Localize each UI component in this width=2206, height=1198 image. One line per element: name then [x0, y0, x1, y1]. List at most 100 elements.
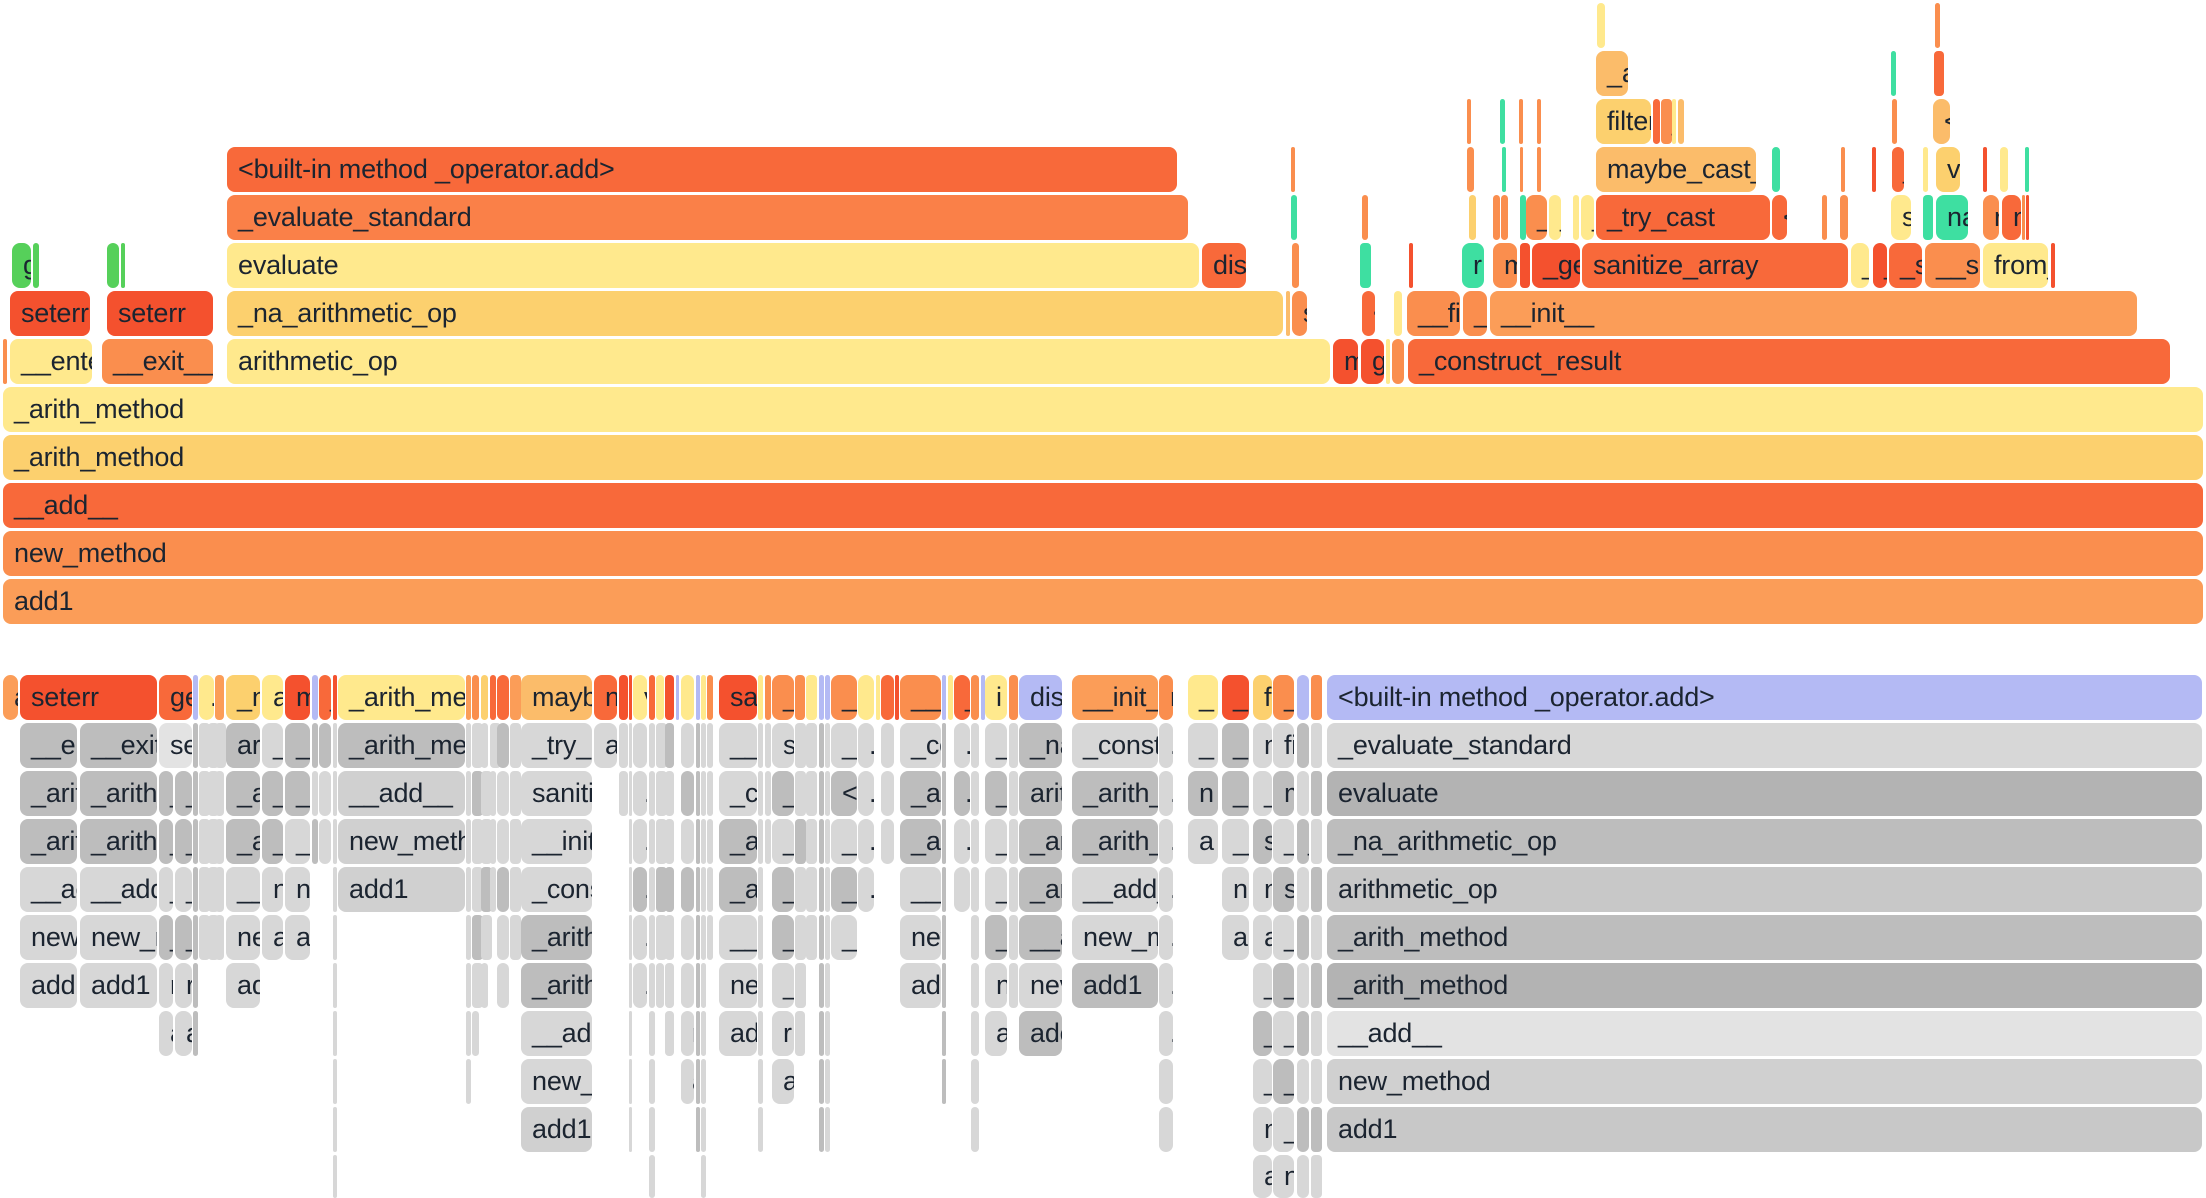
leaf-frame[interactable]	[701, 675, 706, 720]
caller-frame[interactable]	[696, 915, 700, 960]
caller-frame[interactable]	[629, 771, 632, 816]
caller-frame-.[interactable]: .	[656, 771, 667, 816]
caller-frame-_arith_[interactable]: _arith_	[1072, 771, 1158, 816]
caller-frame[interactable]	[825, 963, 830, 1008]
caller-frame-add1[interactable]: add1	[521, 1107, 592, 1152]
flame-frame[interactable]	[3, 339, 7, 384]
caller-frame-.[interactable]: .	[497, 819, 509, 864]
caller-frame[interactable]	[1311, 1011, 1322, 1056]
caller-frame-_cons[interactable]: _cons	[521, 867, 592, 912]
caller-frame[interactable]	[466, 915, 471, 960]
caller-frame-_[interactable]: _	[831, 723, 857, 768]
flame-frame-<[interactable]: <	[1933, 99, 1950, 144]
caller-frame[interactable]	[333, 819, 337, 864]
caller-frame-__a[interactable]: __a	[1019, 915, 1062, 960]
caller-frame[interactable]	[1009, 963, 1018, 1008]
caller-frame[interactable]	[806, 915, 817, 960]
flame-frame[interactable]	[1573, 195, 1579, 240]
flame-frame-sanitize_array[interactable]: sanitize_array	[1582, 243, 1848, 288]
caller-frame[interactable]	[649, 1107, 655, 1152]
caller-frame-evaluate[interactable]: evaluate	[1327, 771, 2202, 816]
caller-frame-.[interactable]: .	[1297, 771, 1309, 816]
caller-frame-.[interactable]: .	[208, 771, 219, 816]
flame-frame-na[interactable]: na	[1936, 195, 1968, 240]
caller-frame-_[interactable]: _	[262, 771, 283, 816]
leaf-frame[interactable]	[619, 675, 628, 720]
caller-frame[interactable]	[656, 963, 664, 1008]
flame-frame[interactable]	[1537, 99, 1541, 144]
caller-frame-_[interactable]: _	[1273, 1107, 1294, 1152]
flame-frame[interactable]	[1872, 147, 1876, 192]
caller-frame-.[interactable]: .	[633, 963, 647, 1008]
caller-frame-a[interactable]: a	[1253, 915, 1272, 960]
caller-frame[interactable]	[1311, 915, 1322, 960]
caller-frame[interactable]	[758, 915, 763, 960]
caller-frame-a[interactable]: a	[681, 1059, 694, 1104]
caller-frame-_a[interactable]: _a	[226, 819, 260, 864]
caller-frame-.[interactable]: .	[472, 819, 483, 864]
caller-frame[interactable]	[193, 1011, 198, 1056]
flame-frame-_[interactable]: _	[1549, 195, 1561, 240]
flame-frame[interactable]	[1386, 339, 1390, 384]
caller-frame[interactable]	[333, 867, 337, 912]
caller-frame-_[interactable]: _	[175, 771, 192, 816]
caller-frame-.[interactable]: .	[881, 819, 894, 864]
caller-frame-a[interactable]: a	[772, 1059, 794, 1104]
flame-frame[interactable]	[1392, 339, 1404, 384]
caller-frame-add1[interactable]: add1	[1072, 963, 1158, 1008]
caller-frame-.[interactable]: .	[472, 867, 483, 912]
caller-frame-new_m[interactable]: new_m	[1072, 915, 1158, 960]
caller-frame[interactable]	[825, 1059, 830, 1104]
caller-frame[interactable]	[819, 819, 824, 864]
caller-frame-_arith_me[interactable]: _arith_me	[338, 723, 465, 768]
leaf-frame-ge[interactable]: ge	[159, 675, 192, 720]
caller-frame-_a[interactable]: _a	[285, 723, 310, 768]
caller-frame-_arith[interactable]: _arith	[521, 963, 592, 1008]
caller-frame-.[interactable]: .	[1297, 963, 1309, 1008]
flame-frame[interactable]	[1520, 195, 1526, 240]
caller-frame-_[interactable]: _	[1273, 915, 1294, 960]
caller-frame-.[interactable]: .	[656, 915, 667, 960]
caller-frame[interactable]	[701, 723, 706, 768]
caller-frame-new_n[interactable]: new_n	[80, 915, 157, 960]
caller-frame[interactable]	[649, 1059, 655, 1104]
caller-frame-.[interactable]: .	[481, 819, 492, 864]
leaf-frame-<builtinmethod_operator.add>[interactable]: <built-in method _operator.add>	[1327, 675, 2202, 720]
flame-frame-g[interactable]: g	[107, 243, 119, 288]
caller-frame[interactable]	[819, 867, 824, 912]
caller-frame[interactable]	[629, 915, 632, 960]
flame-frame[interactable]	[1500, 99, 1505, 144]
caller-frame[interactable]	[649, 1011, 655, 1056]
caller-frame[interactable]	[312, 723, 318, 768]
caller-frame[interactable]	[1159, 1107, 1173, 1152]
caller-frame[interactable]	[215, 771, 224, 816]
caller-frame-_[interactable]: _	[772, 771, 794, 816]
caller-frame-_ar[interactable]: _ar	[1019, 819, 1062, 864]
leaf-frame-_[interactable]: _	[319, 675, 331, 720]
caller-frame-_[interactable]: _	[772, 867, 794, 912]
flame-frame[interactable]	[1291, 147, 1295, 192]
caller-frame[interactable]	[696, 867, 700, 912]
caller-frame[interactable]	[629, 963, 632, 1008]
leaf-frame-n[interactable]: n	[594, 675, 617, 720]
caller-frame-_co[interactable]: _co	[900, 723, 941, 768]
caller-frame-_arith_method[interactable]: _arith_method	[1327, 915, 2202, 960]
flame-frame[interactable]	[1891, 51, 1896, 96]
flame-frame[interactable]	[1362, 195, 1368, 240]
caller-frame-.[interactable]: .	[472, 771, 483, 816]
caller-frame[interactable]	[942, 771, 946, 816]
flame-frame[interactable]	[1672, 99, 1676, 144]
caller-frame-.[interactable]: .	[497, 867, 509, 912]
leaf-frame[interactable]	[858, 675, 874, 720]
caller-frame[interactable]	[665, 867, 674, 912]
caller-frame-n[interactable]: n	[1188, 771, 1218, 816]
leaf-frame[interactable]	[676, 675, 679, 720]
caller-frame-r[interactable]: r	[159, 963, 173, 1008]
caller-frame[interactable]	[701, 1155, 706, 1198]
caller-frame-_[interactable]: _	[1253, 771, 1272, 816]
caller-frame-.[interactable]: .	[954, 819, 970, 864]
leaf-frame-a[interactable]: a	[262, 675, 283, 720]
flame-frame[interactable]	[1502, 147, 1506, 192]
caller-frame-f[interactable]: f	[490, 723, 501, 768]
caller-frame-.[interactable]: .	[208, 915, 219, 960]
